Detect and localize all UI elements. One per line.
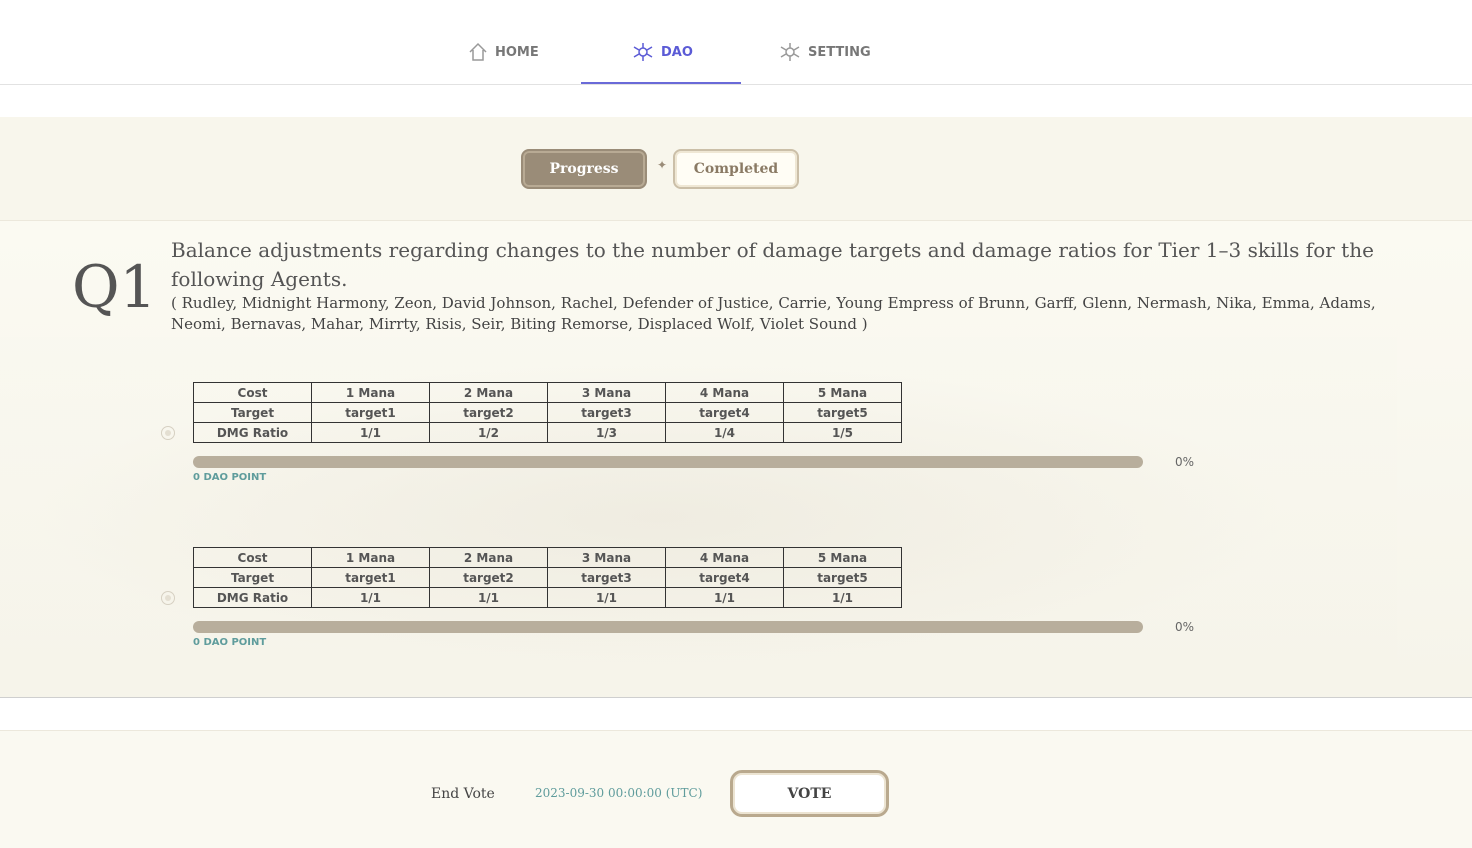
- progress-track: [193, 456, 1143, 468]
- table-cell: target1: [311, 402, 430, 423]
- tab-progress[interactable]: Progress: [521, 149, 647, 189]
- question-title: Balance adjustments regarding changes to…: [171, 238, 1374, 291]
- table-row: Cost 1 Mana 2 Mana 3 Mana 4 Mana 5 Mana: [193, 382, 902, 403]
- nav-dao[interactable]: DAO: [632, 40, 693, 64]
- nav-home[interactable]: HOME: [468, 40, 539, 64]
- table-row: Target target1 target2 target3 target4 target…: [193, 402, 902, 423]
- table-cell: target5: [783, 567, 902, 588]
- table-cell: Cost: [193, 382, 312, 403]
- table-cell: DMG Ratio: [193, 587, 312, 608]
- tab-separator: ✦: [657, 158, 668, 172]
- option-radio[interactable]: [161, 591, 175, 605]
- end-vote-date: 2023-09-30 00:00:00 (UTC): [535, 786, 703, 800]
- table-cell: 1/2: [429, 422, 548, 443]
- nav-label: HOME: [495, 44, 539, 60]
- option-table: Cost 1 Mana 2 Mana 3 Mana 4 Mana 5 Mana Target…: [193, 382, 902, 443]
- table-cell: 2 Mana: [429, 547, 548, 568]
- table-cell: 1/1: [547, 587, 666, 608]
- table-cell: target4: [665, 567, 784, 588]
- table-cell: DMG Ratio: [193, 422, 312, 443]
- end-vote-label: End Vote: [431, 786, 495, 802]
- table-cell: 5 Mana: [783, 547, 902, 568]
- table-cell: 1/1: [783, 587, 902, 608]
- table-cell: 3 Mana: [547, 547, 666, 568]
- table-cell: target5: [783, 402, 902, 423]
- setting-icon: [780, 43, 800, 61]
- dao-points: 0 DAO POINT: [193, 472, 267, 483]
- dao-icon: [633, 43, 653, 61]
- table-cell: Cost: [193, 547, 312, 568]
- spacer: [0, 85, 1472, 117]
- table-cell: target1: [311, 567, 430, 588]
- active-underline: [581, 82, 741, 84]
- table-row: DMG Ratio 1/1 1/1 1/1 1/1 1/1: [193, 587, 902, 608]
- option-radio[interactable]: [161, 426, 175, 440]
- question-number: Q1: [72, 253, 157, 321]
- table-row: Target target1 target2 target3 target4 target…: [193, 567, 902, 588]
- dao-points: 0 DAO POINT: [193, 637, 267, 648]
- table-cell: 1/3: [547, 422, 666, 443]
- nav-setting[interactable]: SETTING: [779, 40, 871, 64]
- nav-label: SETTING: [808, 44, 871, 60]
- home-icon: [469, 42, 487, 61]
- table-row: Cost 1 Mana 2 Mana 3 Mana 4 Mana 5 Mana: [193, 547, 902, 568]
- table-cell: 3 Mana: [547, 382, 666, 403]
- progress-percent: 0%: [1175, 455, 1195, 469]
- table-cell: Target: [193, 567, 312, 588]
- table-cell: target3: [547, 567, 666, 588]
- progress-percent: 0%: [1175, 620, 1195, 634]
- nav-label: DAO: [661, 44, 693, 60]
- table-cell: 1/5: [783, 422, 902, 443]
- table-cell: 1 Mana: [311, 547, 430, 568]
- table-cell: 1/1: [429, 587, 548, 608]
- table-cell: 1 Mana: [311, 382, 430, 403]
- table-cell: 4 Mana: [665, 382, 784, 403]
- table-cell: 1/1: [311, 587, 430, 608]
- question-agents: ( Rudley, Midnight Harmony, Zeon, David …: [171, 294, 1376, 333]
- table-cell: 4 Mana: [665, 547, 784, 568]
- table-row: DMG Ratio 1/1 1/2 1/3 1/4 1/5: [193, 422, 902, 443]
- table-cell: 2 Mana: [429, 382, 548, 403]
- vote-button[interactable]: VOTE: [730, 770, 889, 817]
- table-cell: 1/1: [665, 587, 784, 608]
- tab-completed[interactable]: Completed: [673, 149, 799, 189]
- spacer: [0, 698, 1472, 730]
- table-cell: 1/1: [311, 422, 430, 443]
- table-cell: target4: [665, 402, 784, 423]
- progress-track: [193, 621, 1143, 633]
- table-cell: 5 Mana: [783, 382, 902, 403]
- option-table: Cost 1 Mana 2 Mana 3 Mana 4 Mana 5 Mana Target…: [193, 547, 902, 608]
- table-cell: 1/4: [665, 422, 784, 443]
- table-cell: Target: [193, 402, 312, 423]
- table-cell: target3: [547, 402, 666, 423]
- table-cell: target2: [429, 567, 548, 588]
- nav-bar: HOME DAO SETTING: [0, 0, 1472, 85]
- table-cell: target2: [429, 402, 548, 423]
